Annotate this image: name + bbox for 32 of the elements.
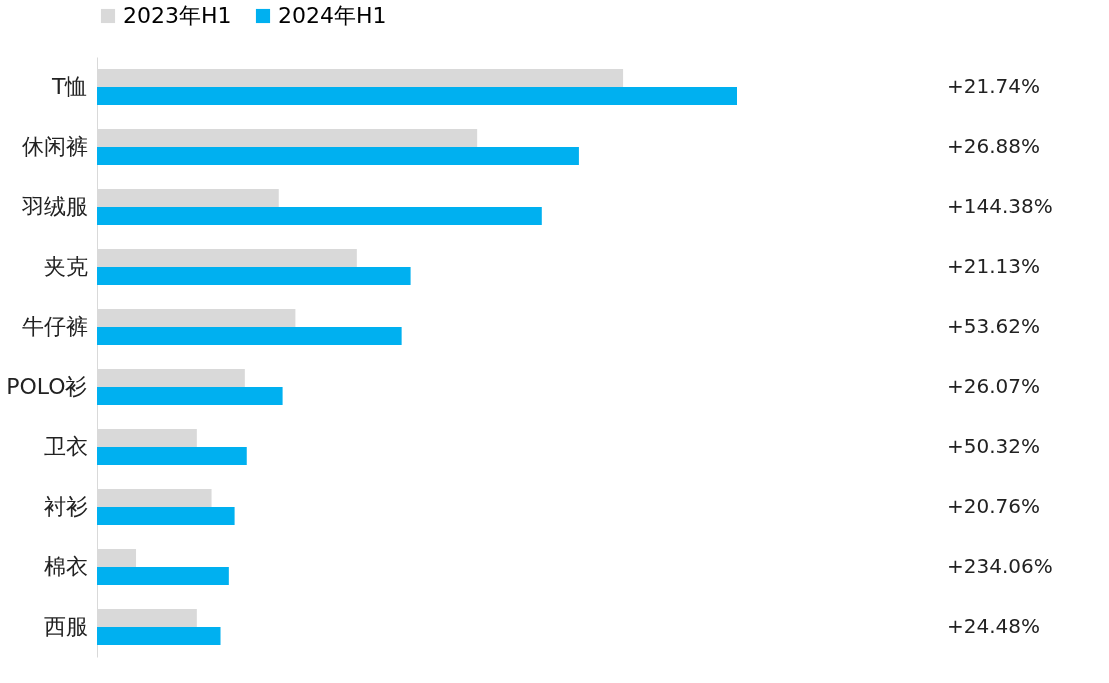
y-tick-label: 棉衣 (43, 554, 88, 579)
bar (97, 327, 402, 345)
text: +144.38% (947, 194, 1053, 218)
y-tick-label: 牛仔裤 (21, 314, 88, 339)
legend-label: 2023年H1 (123, 3, 232, 28)
y-tick-label: POLO衫 (6, 374, 88, 399)
bar (97, 267, 411, 285)
text: +26.07% (947, 374, 1041, 398)
bar (97, 627, 221, 645)
bar (97, 507, 235, 525)
bar (97, 567, 229, 585)
y-tick-label: T恤 (51, 74, 88, 99)
text: +24.48% (947, 614, 1041, 638)
text: +50.32% (947, 434, 1041, 458)
y-tick-label: 卫衣 (43, 434, 88, 459)
bar (97, 447, 247, 465)
bar (97, 207, 542, 225)
text: +234.06% (947, 554, 1053, 578)
bar (97, 387, 283, 405)
text: +53.62% (947, 314, 1041, 338)
y-tick-label: 羽绒服 (20, 194, 88, 219)
y-tick-label: 夹克 (43, 254, 88, 279)
legend-label: 2024年H1 (278, 3, 387, 28)
text: +26.88% (947, 134, 1041, 158)
y-tick-label: 西服 (43, 614, 88, 639)
bar (97, 147, 579, 165)
text: +21.74% (947, 74, 1041, 98)
y-tick-label: 休闲裤 (21, 134, 88, 159)
text: +21.13% (947, 254, 1041, 278)
y-tick-label: 衬衫 (43, 494, 88, 519)
text: +20.76% (947, 494, 1041, 518)
bar (97, 87, 737, 105)
